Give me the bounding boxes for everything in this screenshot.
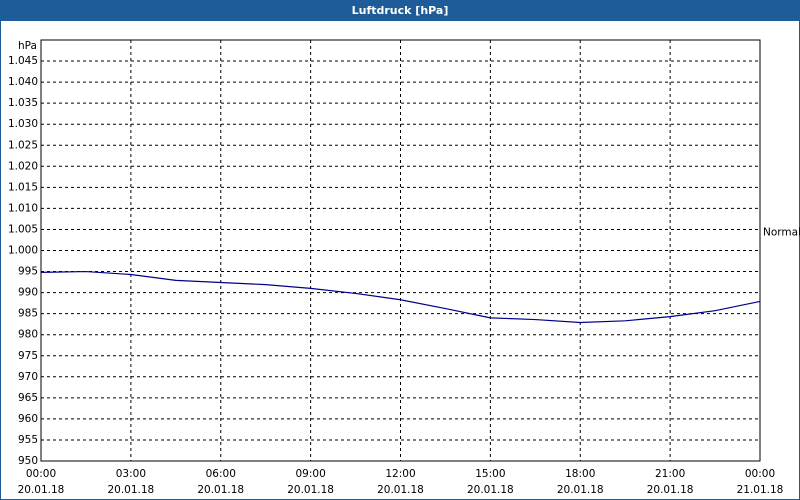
x-tick-label: 18:00 — [565, 468, 595, 480]
x-tick-date: 20.01.18 — [107, 484, 154, 496]
y-tick-label: 955 — [18, 434, 38, 446]
x-tick-date: 20.01.18 — [287, 484, 334, 496]
y-tick-label: 985 — [18, 308, 38, 320]
y-tick-label: 1.015 — [8, 181, 38, 193]
y-tick-label: 990 — [18, 287, 38, 299]
x-tick-label: 00:00 — [745, 468, 775, 480]
y-tick-label: 960 — [18, 413, 38, 425]
x-tick-date: 20.01.18 — [18, 484, 65, 496]
x-tick-label: 15:00 — [475, 468, 505, 480]
chart-title: Luftdruck [hPa] — [352, 4, 449, 17]
y-tick-label: 995 — [18, 266, 38, 278]
x-tick-date: 20.01.18 — [557, 484, 604, 496]
y-tick-label: 1.040 — [8, 76, 38, 88]
x-tick-label: 00:00 — [26, 468, 56, 480]
x-tick-label: 21:00 — [655, 468, 685, 480]
y-tick-label: 1.005 — [8, 223, 38, 235]
y-tick-label: 950 — [18, 455, 38, 467]
y-tick-label: 1.020 — [8, 160, 38, 172]
y-tick-label: 1.030 — [8, 118, 38, 130]
y-axis-label: hPa — [18, 40, 37, 52]
x-tick-label: 12:00 — [385, 468, 415, 480]
title-bar — [0, 0, 800, 21]
annotation: Normal — [763, 226, 800, 238]
y-tick-label: 980 — [18, 329, 38, 341]
y-tick-label: 975 — [18, 350, 38, 362]
x-tick-label: 03:00 — [116, 468, 146, 480]
x-tick-date: 20.01.18 — [467, 484, 514, 496]
x-tick-label: 09:00 — [295, 468, 325, 480]
y-tick-label: 1.010 — [8, 202, 38, 214]
y-tick-label: 970 — [18, 371, 38, 383]
plot-frame — [40, 39, 761, 462]
x-tick-date: 20.01.18 — [197, 484, 244, 496]
y-tick-label: 1.000 — [8, 245, 38, 257]
y-tick-label: 1.025 — [8, 139, 38, 151]
x-tick-date: 20.01.18 — [377, 484, 424, 496]
x-tick-label: 06:00 — [206, 468, 236, 480]
x-tick-date: 20.01.18 — [647, 484, 694, 496]
y-tick-label: 1.035 — [8, 97, 38, 109]
data-line — [40, 270, 761, 324]
y-tick-label: 1.045 — [8, 55, 38, 67]
x-tick-date: 21.01.18 — [737, 484, 784, 496]
y-tick-label: 965 — [18, 392, 38, 404]
